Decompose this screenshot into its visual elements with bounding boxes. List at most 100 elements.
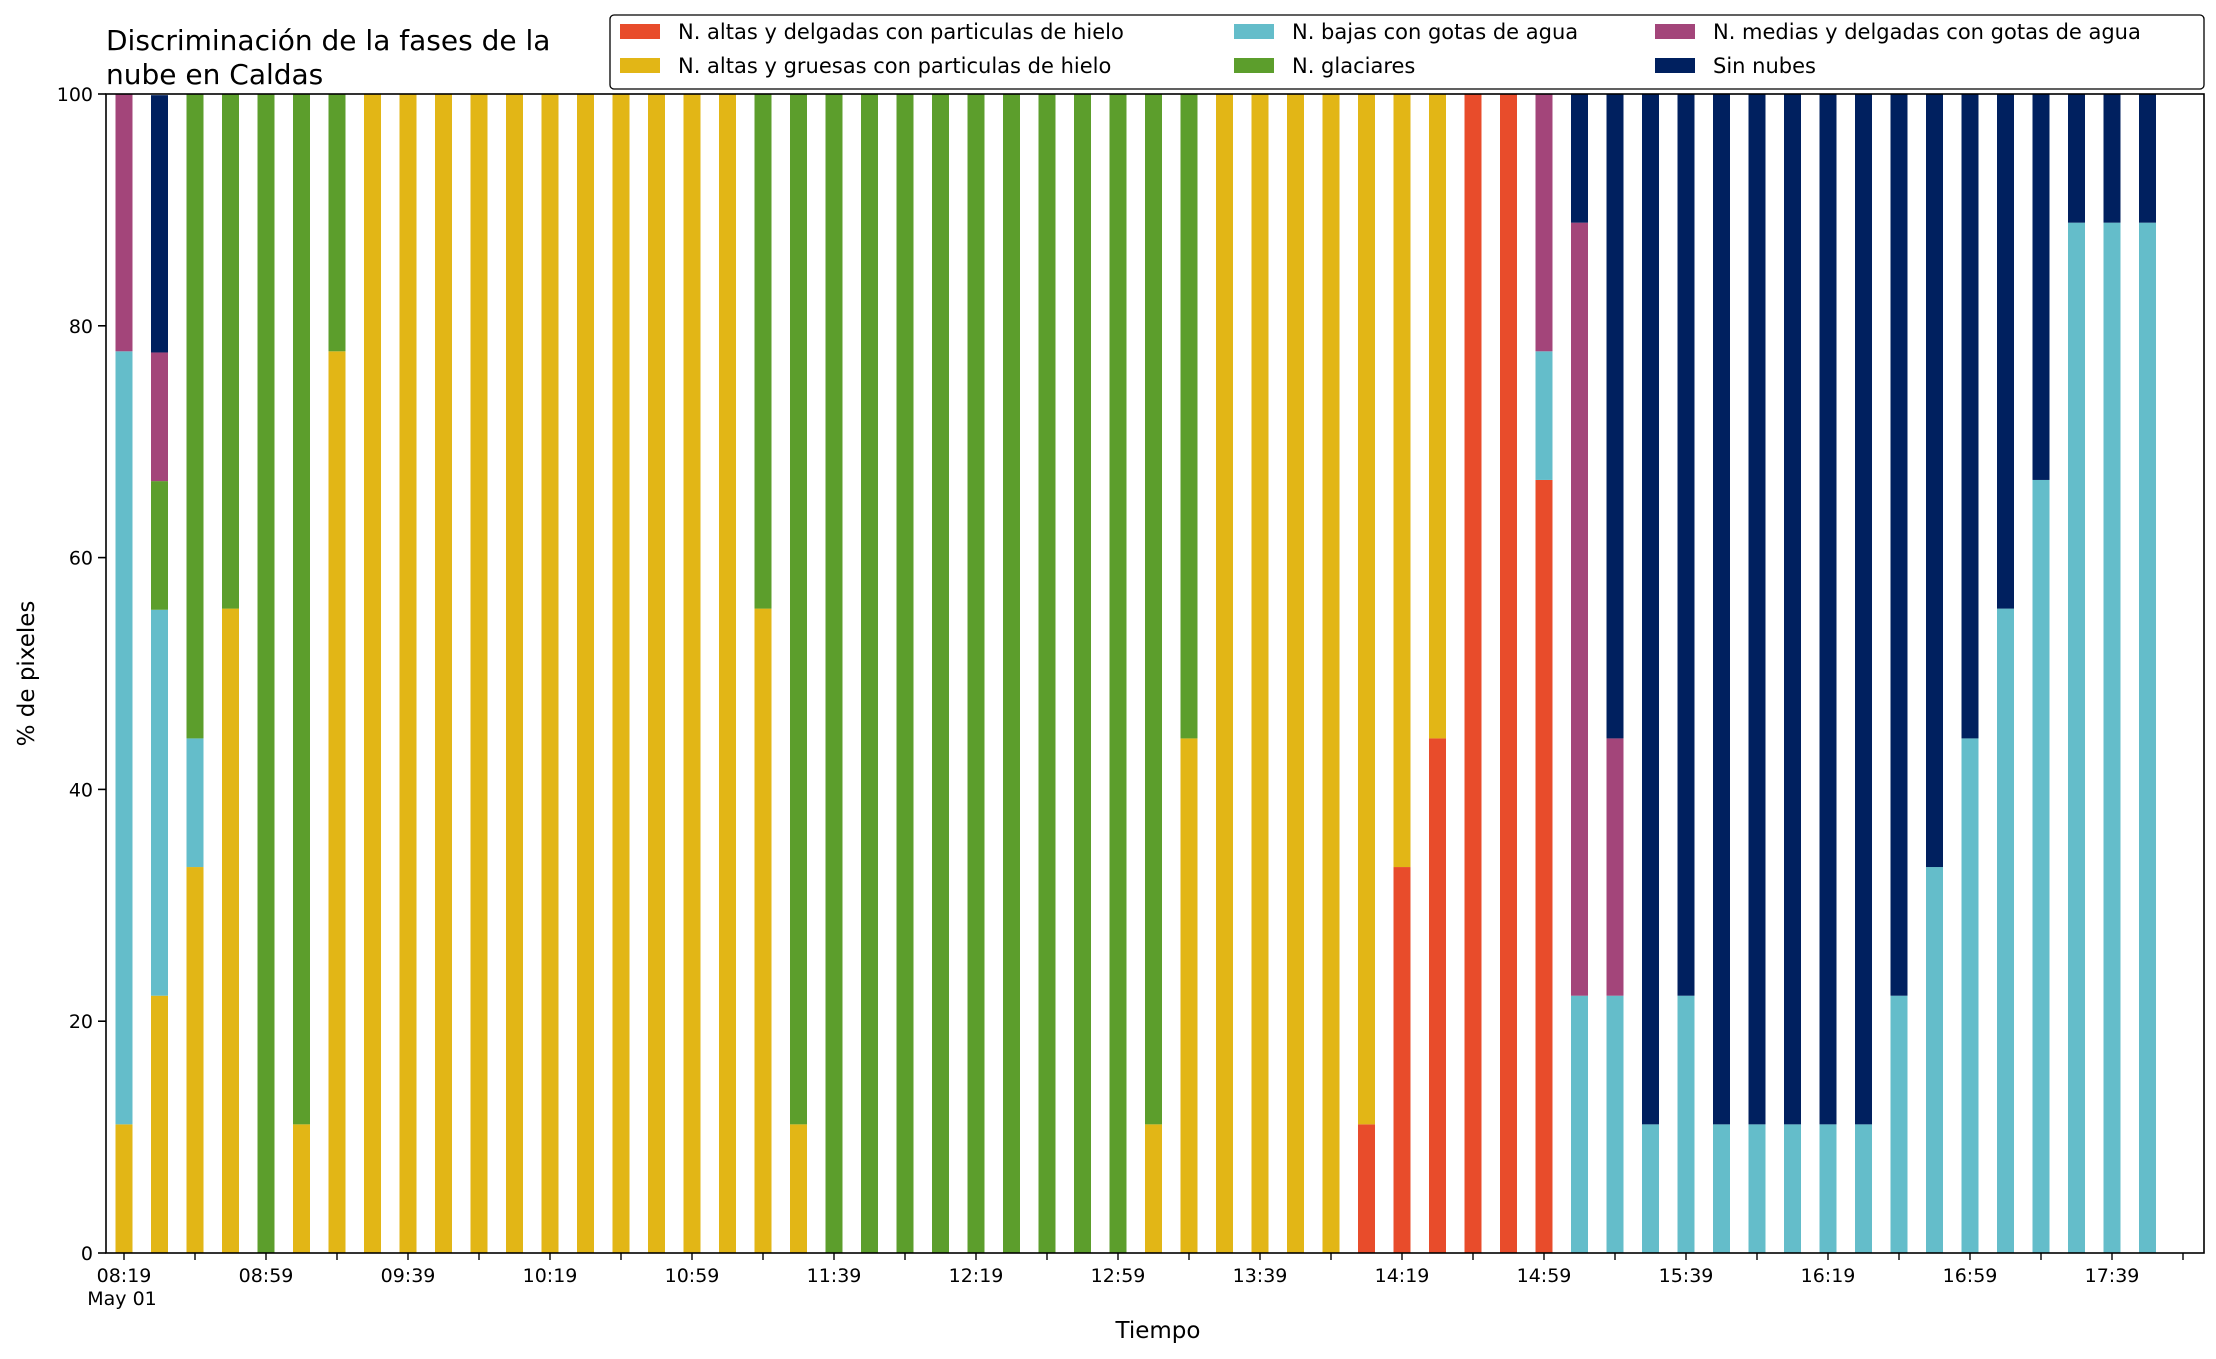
bar-n-bajas-con-gotas-de-agua-1619: [1819, 1124, 1837, 1253]
legend-swatch-sin-nubes: [1655, 58, 1695, 73]
x-tick-label: 14:19: [1375, 1265, 1430, 1287]
bar-n-altas-y-gruesas-con-particulas-de-hielo-0959: [470, 94, 488, 1253]
legend-swatch-n-glaciares: [1234, 58, 1274, 73]
y-tick-label: 40: [69, 779, 93, 801]
bar-n-altas-y-delgadas-con-particulas-de-hielo-1409: [1358, 1124, 1375, 1253]
bar-n-bajas-con-gotas-de-agua-1549: [1713, 1124, 1730, 1253]
bar-n-glaciares-1159: [896, 94, 914, 1253]
bar-n-altas-y-gruesas-con-particulas-de-hielo-1129: [790, 1124, 807, 1253]
bar-n-altas-y-delgadas-con-particulas-de-hielo-1439: [1464, 94, 1482, 1253]
bar-sin-nubes-1649: [1926, 94, 1943, 868]
bar-n-bajas-con-gotas-de-agua-0819: [115, 351, 133, 1125]
bar-n-altas-y-gruesas-con-particulas-de-hielo-1029: [577, 94, 594, 1253]
bar-n-glaciares-1319: [1180, 94, 1198, 739]
chart-title: Discriminación de la fases de la nube en…: [106, 24, 550, 91]
bar-n-bajas-con-gotas-de-agua-1629: [1855, 1124, 1872, 1253]
x-tick-label: 12:19: [949, 1265, 1004, 1287]
bar-n-bajas-con-gotas-de-agua-1559: [1748, 1124, 1766, 1253]
bar-n-altas-y-delgadas-con-particulas-de-hielo-1429: [1429, 738, 1446, 1253]
bar-n-glaciares-0839: [186, 94, 204, 739]
x-tick-label: 09:39: [381, 1265, 436, 1287]
bar-n-altas-y-gruesas-con-particulas-de-hielo-1059: [683, 94, 701, 1253]
bar-n-medias-y-delgadas-con-gotas-de-agua-1459: [1535, 94, 1553, 352]
y-tick-label: 100: [57, 84, 93, 106]
chart-title-line-1: Discriminación de la fases de la: [106, 24, 550, 57]
x-tick-label: 10:59: [665, 1265, 720, 1287]
y-axis-label: % de pixeles: [14, 601, 40, 747]
bar-n-glaciares-0919: [328, 94, 346, 352]
bar-n-altas-y-gruesas-con-particulas-de-hielo-1419: [1393, 94, 1411, 868]
bars: [115, 94, 2156, 1253]
bar-n-altas-y-gruesas-con-particulas-de-hielo-1429: [1429, 94, 1446, 739]
x-tick-label: 10:19: [523, 1265, 578, 1287]
x-tick-label: 13:39: [1233, 1265, 1288, 1287]
y-tick-label: 80: [69, 316, 93, 338]
x-date-label: May 01: [87, 1288, 157, 1310]
bar-n-bajas-con-gotas-de-agua-1739: [2103, 222, 2121, 1253]
x-axis: 08:19 08:59 09:39 10:19 10:59 11:39 12:19 12:59…: [87, 1253, 2184, 1310]
bar-n-altas-y-gruesas-con-particulas-de-hielo-1119: [754, 608, 772, 1253]
bar-n-glaciares-1129: [790, 94, 807, 1125]
y-tick-label: 60: [69, 548, 93, 570]
x-tick-label: 08:19: [97, 1265, 152, 1287]
bar-sin-nubes-1709: [1997, 94, 2014, 609]
bar-n-glaciares-1149: [861, 94, 878, 1253]
bar-n-altas-y-gruesas-con-particulas-de-hielo-1039: [612, 94, 630, 1253]
bar-n-bajas-con-gotas-de-agua-0839: [186, 738, 204, 868]
bar-n-bajas-con-gotas-de-agua-1529: [1642, 1124, 1659, 1253]
bar-sin-nubes-1629: [1855, 94, 1872, 1125]
bar-n-glaciares-1239: [1038, 94, 1056, 1253]
bar-n-medias-y-delgadas-con-gotas-de-agua-1519: [1606, 738, 1624, 996]
legend-label-n-medias-y-delgadas-con-gotas-de-agua: N. medias y delgadas con gotas de agua: [1713, 20, 2141, 44]
bar-n-bajas-con-gotas-de-agua-1749: [2139, 222, 2156, 1253]
bar-n-bajas-con-gotas-de-agua-1709: [1997, 608, 2014, 1253]
bar-n-altas-y-gruesas-con-particulas-de-hielo-0839: [186, 867, 204, 1253]
bar-sin-nubes-1559: [1748, 94, 1766, 1125]
legend-swatch-n-bajas-con-gotas-de-agua: [1234, 24, 1274, 39]
bar-sin-nubes-1539: [1677, 94, 1695, 996]
bar-n-altas-y-gruesas-con-particulas-de-hielo-0819: [115, 1124, 133, 1253]
bar-n-glaciares-0859: [257, 94, 275, 1253]
bar-sin-nubes-1609: [1784, 94, 1801, 1125]
plot-area-frame: [105, 93, 2205, 1254]
x-tick-label: 16:59: [1943, 1265, 1998, 1287]
bar-n-altas-y-delgadas-con-particulas-de-hielo-1419: [1393, 867, 1411, 1253]
bar-sin-nubes-1519: [1606, 94, 1624, 739]
bar-n-altas-y-gruesas-con-particulas-de-hielo-1109: [719, 94, 736, 1253]
bar-sin-nubes-0829: [151, 95, 168, 353]
bar-sin-nubes-1729: [2068, 94, 2085, 223]
legend-label-n-altas-y-gruesas-con-particulas-de-hielo: N. altas y gruesas con particulas de hie…: [678, 54, 1111, 78]
bar-n-glaciares-1259: [1109, 94, 1127, 1253]
bar-sin-nubes-1749: [2139, 94, 2156, 223]
legend-swatch-n-altas-y-delgadas-con-particulas-de-hielo: [620, 24, 660, 39]
y-tick-label: 0: [81, 1243, 93, 1265]
bar-n-bajas-con-gotas-de-agua-1719: [2032, 479, 2050, 1253]
bar-n-altas-y-delgadas-con-particulas-de-hielo-1449: [1500, 94, 1517, 1253]
legend-label-n-glaciares: N. glaciares: [1292, 54, 1415, 78]
bar-n-glaciares-1139: [825, 94, 843, 1253]
bar-n-bajas-con-gotas-de-agua-1509: [1571, 995, 1588, 1253]
bar-n-altas-y-gruesas-con-particulas-de-hielo-0919: [328, 351, 346, 1253]
bar-n-altas-y-gruesas-con-particulas-de-hielo-0829: [151, 995, 168, 1253]
legend: N. altas y delgadas con particulas de hi…: [609, 14, 2205, 90]
bar-n-altas-y-gruesas-con-particulas-de-hielo-0939: [399, 94, 417, 1253]
bar-sin-nubes-1739: [2103, 94, 2121, 223]
bar-n-glaciares-1249: [1074, 94, 1091, 1253]
x-axis-label: Tiempo: [1115, 1318, 1201, 1344]
legend-label-n-bajas-con-gotas-de-agua: N. bajas con gotas de agua: [1292, 20, 1578, 44]
legend-swatch-n-altas-y-gruesas-con-particulas-de-hielo: [620, 58, 660, 73]
bar-sin-nubes-1639: [1890, 94, 1908, 996]
x-tick-label: 14:59: [1517, 1265, 1572, 1287]
bar-n-bajas-con-gotas-de-agua-1519: [1606, 995, 1624, 1253]
bar-sin-nubes-1659: [1961, 94, 1979, 739]
bar-n-glaciares-1219: [967, 94, 985, 1253]
bar-n-bajas-con-gotas-de-agua-1729: [2068, 222, 2085, 1253]
bar-n-altas-y-gruesas-con-particulas-de-hielo-1409: [1358, 94, 1375, 1125]
y-axis: 0 20 40 60 80 100: [57, 84, 106, 1265]
bar-n-altas-y-gruesas-con-particulas-de-hielo-1309: [1145, 1124, 1162, 1253]
y-tick-label: 20: [69, 1011, 93, 1033]
legend-label-sin-nubes: Sin nubes: [1713, 54, 1816, 78]
bar-n-glaciares-1119: [754, 94, 772, 609]
bar-n-altas-y-gruesas-con-particulas-de-hielo-0949: [435, 94, 452, 1253]
